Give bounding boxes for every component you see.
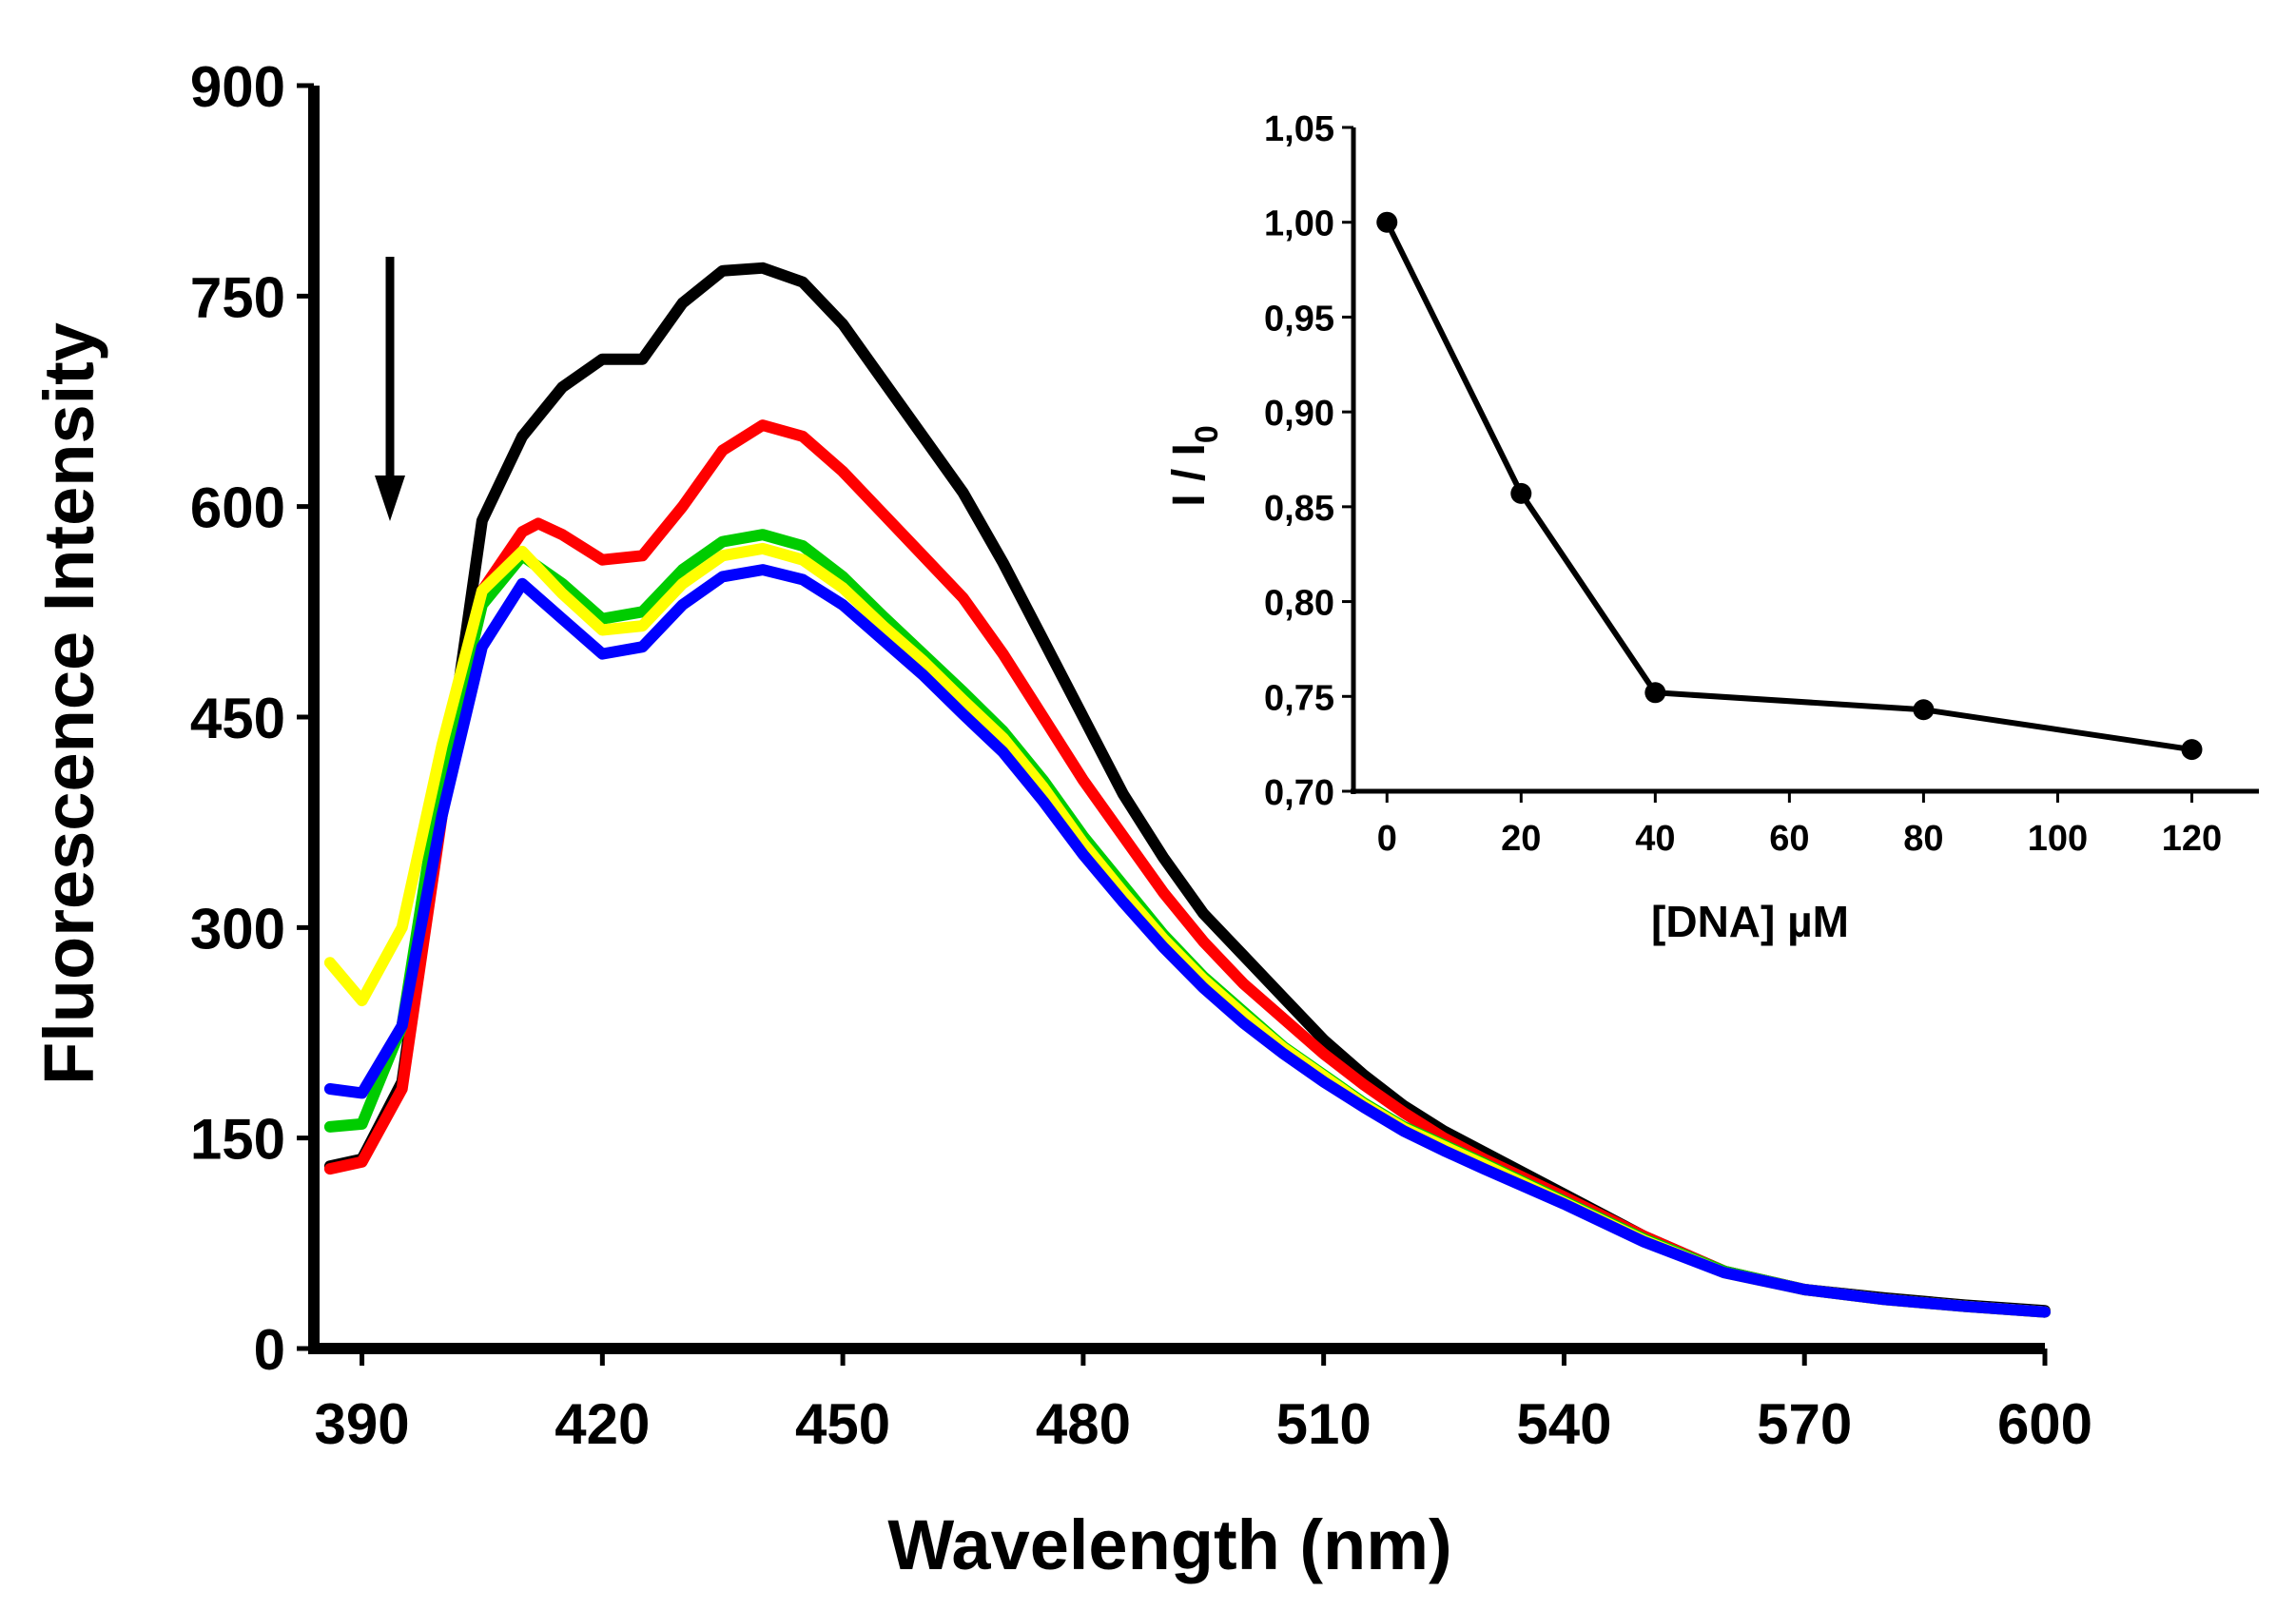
main-xtick-labels: 390 420 450 480 510 540 570 600: [315, 1392, 2093, 1456]
inset-xtick-label: 60: [1769, 819, 1809, 859]
inset-xtick-label: 40: [1635, 819, 1675, 859]
main-ytick-label: 600: [190, 476, 285, 540]
main-xtick-label: 540: [1516, 1392, 1611, 1456]
main-xtick-label: 570: [1757, 1392, 1852, 1456]
inset-xtick-label: 20: [1501, 819, 1541, 859]
inset-ticks: [1342, 126, 2193, 803]
inset-y-axis-label-main: I / I: [1164, 443, 1215, 507]
inset-ytick-label: 0,75: [1264, 678, 1334, 718]
main-xtick-label: 450: [795, 1392, 890, 1456]
inset-xtick-label: 120: [2162, 819, 2222, 859]
inset-xtick-labels: 0 20 40 60 80 100 120: [1377, 819, 2222, 859]
main-ytick-labels: 0 150 300 450 600 750 900: [190, 55, 285, 1382]
inset-data-point: [1376, 211, 1398, 233]
inset-ytick-label: 1,05: [1264, 109, 1334, 149]
inset-series-line-0: [1384, 221, 2192, 753]
main-series-line-1: [323, 419, 2051, 1318]
inset-x-axis-label: [DNA] µM: [1651, 897, 1849, 946]
inset-chart: 0,70 0,75 0,80 0,85 0,90 0,95 1,00 1,05 0 20 40 60…: [1164, 109, 2259, 946]
inset-xtick-label: 100: [2028, 819, 2088, 859]
main-xtick-label: 390: [315, 1392, 410, 1456]
inset-ytick-label: 0,85: [1264, 489, 1334, 529]
inset-ytick-label: 0,95: [1264, 299, 1334, 339]
inset-data-point: [2181, 739, 2203, 761]
inset-data-point: [1644, 682, 1666, 704]
main-xtick-label: 420: [555, 1392, 650, 1456]
inset-ytick-label: 0,70: [1264, 773, 1334, 813]
main-ytick-label: 300: [190, 897, 285, 961]
main-ytick-label: 900: [190, 55, 285, 119]
inset-xtick-label: 80: [1903, 819, 1943, 859]
main-ytick-label: 750: [190, 265, 285, 329]
main-y-axis-label: Fluorescence Intensity: [29, 322, 108, 1085]
inset-y-axis-label-sub: 0: [1189, 425, 1225, 443]
main-xtick-label: 510: [1276, 1392, 1372, 1456]
main-series-layer: [323, 262, 2051, 1318]
main-ticks: [297, 83, 2048, 1366]
inset-data-point: [1913, 699, 1935, 721]
inset-series-layer: [1376, 211, 2203, 761]
inset-ytick-label: 0,80: [1264, 584, 1334, 624]
inset-data-point: [1510, 482, 1532, 504]
quench-arrow: [375, 257, 405, 521]
inset-ytick-labels: 0,70 0,75 0,80 0,85 0,90 0,95 1,00 1,05: [1264, 109, 1334, 813]
inset-ytick-label: 1,00: [1264, 204, 1334, 244]
main-ytick-label: 0: [254, 1318, 285, 1382]
main-xtick-label: 600: [1997, 1392, 2092, 1456]
main-ytick-label: 150: [190, 1108, 285, 1172]
main-xtick-label: 480: [1036, 1392, 1131, 1456]
inset-y-axis-label: I / I0: [1164, 425, 1225, 507]
main-x-axis-label: Wavelength (nm): [887, 1505, 1451, 1584]
main-series-line-4: [323, 564, 2051, 1318]
main-ytick-label: 450: [190, 687, 285, 750]
inset-xtick-label: 0: [1377, 819, 1397, 859]
inset-ytick-label: 0,90: [1264, 394, 1334, 434]
